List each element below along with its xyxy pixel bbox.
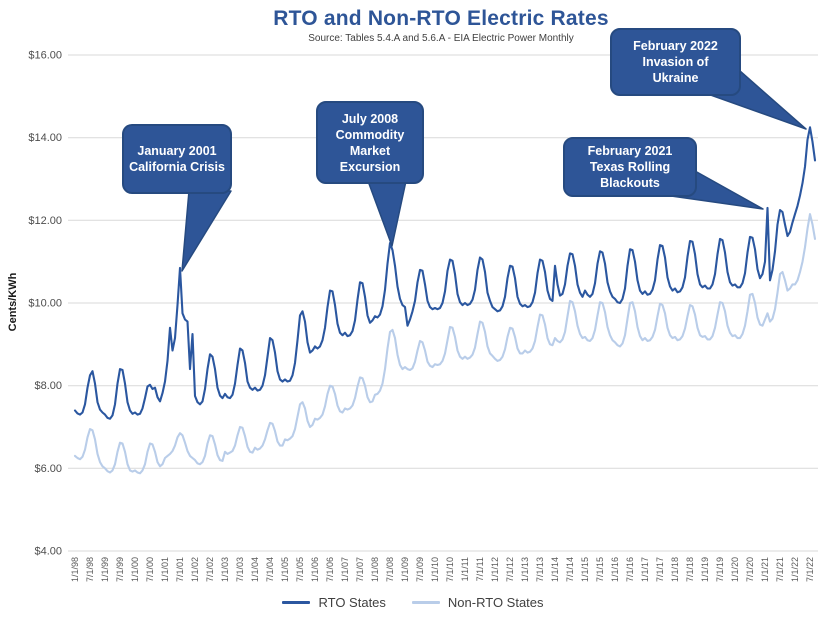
y-tick-label: $12.00 [28, 215, 62, 227]
x-tick-label: 7/1/15 [595, 557, 605, 582]
annotation-feb-2022-invasion-of-ukraine: February 2022 Invasion of Ukraine [610, 28, 741, 96]
non-rto-line-swatch-icon [411, 601, 440, 604]
series-line-non-rto-states [73, 213, 817, 475]
x-tick-label: 7/1/21 [775, 557, 785, 582]
x-tick-label: 1/1/22 [790, 557, 800, 582]
x-tick-label: 7/1/18 [685, 557, 695, 582]
y-tick-label: $6.00 [34, 463, 62, 475]
x-tick-label: 1/1/08 [370, 557, 380, 582]
rto-line-swatch-icon [282, 601, 311, 604]
x-tick-label: 1/1/10 [430, 557, 440, 582]
x-tick-label: 1/1/07 [340, 557, 350, 582]
x-tick-label: 7/1/03 [235, 557, 245, 582]
annotation-tail-jul-2008-commodity-market-excursion [367, 180, 407, 247]
x-tick-label: 1/1/13 [520, 557, 530, 582]
annotation-jul-2008-commodity-market-excursion: July 2008 Commodity Market Excursion [316, 101, 424, 184]
x-tick-label: 7/1/20 [745, 557, 755, 582]
legend: RTO States Non-RTO States [0, 595, 826, 610]
x-tick-label: 1/1/02 [190, 557, 200, 582]
x-tick-label: 7/1/02 [205, 557, 215, 582]
x-tick-label: 1/1/18 [670, 557, 680, 582]
x-tick-label: 1/1/21 [760, 557, 770, 582]
x-tick-label: 7/1/05 [295, 557, 305, 582]
y-tick-label: $16.00 [28, 50, 62, 62]
x-tick-label: 7/1/00 [145, 557, 155, 582]
y-tick-label: $4.00 [34, 546, 62, 558]
x-tick-label: 1/1/03 [220, 557, 230, 582]
annotation-feb-2021-texas-rolling-blackouts: February 2021 Texas Rolling Blackouts [563, 137, 697, 197]
annotation-jan-2001-california-crisis: January 2001 California Crisis [122, 124, 232, 194]
x-tick-label: 1/1/14 [550, 557, 560, 582]
y-tick-label: $14.00 [28, 132, 62, 144]
x-tick-label: 1/1/20 [730, 557, 740, 582]
x-tick-label: 7/1/98 [85, 557, 95, 582]
legend-label-non-rto: Non-RTO States [447, 595, 544, 610]
x-tick-label: 7/1/12 [505, 557, 515, 582]
legend-label-rto: RTO States [318, 595, 386, 610]
chart-subtitle: Source: Tables 5.4.A and 5.6.A - EIA Ele… [308, 33, 574, 44]
x-tick-label: 1/1/12 [490, 557, 500, 582]
annotation-tail-jan-2001-california-crisis [181, 190, 232, 272]
x-tick-label: 7/1/08 [385, 557, 395, 582]
y-tick-label: $10.00 [28, 298, 62, 310]
x-tick-label: 1/1/05 [280, 557, 290, 582]
x-tick-label: 7/1/99 [115, 557, 125, 582]
x-tick-label: 7/1/14 [565, 557, 575, 582]
chart-title: RTO and Non-RTO Electric Rates [273, 7, 609, 30]
series-line-rto-states [73, 126, 817, 420]
x-tick-label: 1/1/01 [160, 557, 170, 582]
x-tick-label: 7/1/06 [325, 557, 335, 582]
x-tick-label: 1/1/15 [580, 557, 590, 582]
x-tick-label: 7/1/04 [265, 557, 275, 582]
x-tick-label: 1/1/17 [640, 557, 650, 582]
x-tick-label: 7/1/10 [445, 557, 455, 582]
x-tick-label: 7/1/01 [175, 557, 185, 582]
x-tick-label: 7/1/22 [805, 557, 815, 582]
x-tick-label: 7/1/16 [625, 557, 635, 582]
x-tick-label: 1/1/09 [400, 557, 410, 582]
x-tick-label: 1/1/11 [460, 557, 470, 581]
x-tick-label: 7/1/19 [715, 557, 725, 582]
x-tick-label: 1/1/99 [100, 557, 110, 582]
x-tick-label: 7/1/11 [475, 557, 485, 581]
x-tick-label: 1/1/06 [310, 557, 320, 582]
x-tick-label: 7/1/09 [415, 557, 425, 582]
x-tick-label: 1/1/16 [610, 557, 620, 582]
legend-item-non-rto: Non-RTO States [411, 595, 544, 610]
legend-item-rto: RTO States [282, 595, 386, 610]
x-tick-label: 7/1/07 [355, 557, 365, 582]
x-tick-label: 1/1/04 [250, 557, 260, 582]
x-tick-label: 1/1/98 [70, 557, 80, 582]
x-tick-label: 1/1/00 [130, 557, 140, 582]
x-tick-label: 1/1/19 [700, 557, 710, 582]
x-tick-label: 7/1/13 [535, 557, 545, 582]
y-tick-label: $8.00 [34, 380, 62, 392]
x-tick-label: 7/1/17 [655, 557, 665, 582]
